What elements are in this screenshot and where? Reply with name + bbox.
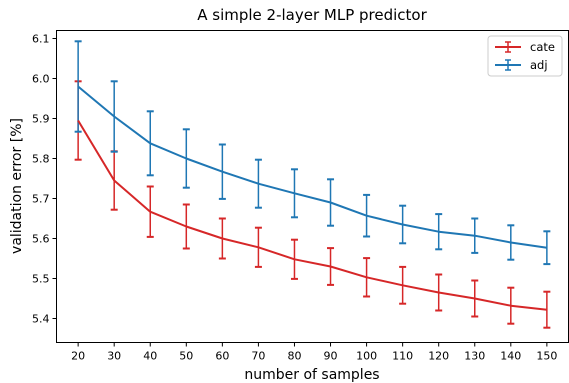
y-tick-label: 5.7 bbox=[32, 193, 50, 206]
y-tick-label: 5.9 bbox=[32, 113, 50, 126]
legend-item-adj: adj bbox=[495, 58, 548, 72]
y-tick-label: 5.8 bbox=[32, 153, 50, 166]
legend-item-cate: cate bbox=[495, 40, 555, 54]
series-line-cate bbox=[77, 119, 548, 311]
plot-frame bbox=[56, 30, 569, 343]
y-tick-label: 5.5 bbox=[32, 273, 50, 286]
x-tick-label: 20 bbox=[71, 350, 85, 363]
legend: cate adj bbox=[487, 35, 563, 77]
y-axis-label: validation error [%] bbox=[9, 118, 25, 254]
x-tick-label: 140 bbox=[500, 350, 521, 363]
x-tick-label: 40 bbox=[143, 350, 157, 363]
x-tick-label: 70 bbox=[251, 350, 265, 363]
x-tick-label: 50 bbox=[179, 350, 193, 363]
x-axis-label: number of samples bbox=[244, 367, 379, 383]
y-tick-label: 5.6 bbox=[32, 233, 50, 246]
legend-label: cate bbox=[530, 40, 555, 54]
series-line-adj bbox=[77, 85, 548, 249]
x-tick-label: 90 bbox=[324, 350, 338, 363]
x-tick-label: 120 bbox=[428, 350, 449, 363]
legend-label: adj bbox=[530, 58, 548, 72]
x-tick-label: 130 bbox=[464, 350, 485, 363]
x-tick-label: 150 bbox=[536, 350, 557, 363]
x-tick-label: 30 bbox=[107, 350, 121, 363]
chart-title: A simple 2-layer MLP predictor bbox=[197, 6, 427, 24]
x-tick-label: 60 bbox=[215, 350, 229, 363]
x-tick-label: 80 bbox=[287, 350, 301, 363]
x-tick-label: 110 bbox=[392, 350, 413, 363]
y-tick-label: 5.4 bbox=[32, 313, 50, 326]
x-tick-label: 100 bbox=[356, 350, 377, 363]
y-tick-label: 6.1 bbox=[32, 33, 50, 46]
y-tick-label: 6.0 bbox=[32, 73, 50, 86]
